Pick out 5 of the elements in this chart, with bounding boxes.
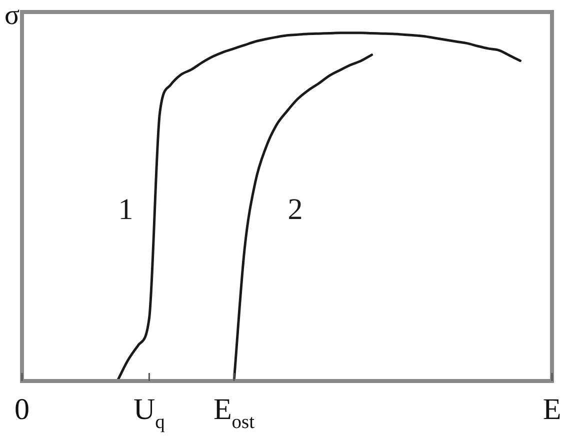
series-label: 2 <box>288 192 303 226</box>
series-label: 1 <box>118 192 134 226</box>
x-tick-label: 0 <box>14 393 30 426</box>
y-axis-title: σ <box>4 0 20 31</box>
x-tick-label: E <box>542 393 562 426</box>
